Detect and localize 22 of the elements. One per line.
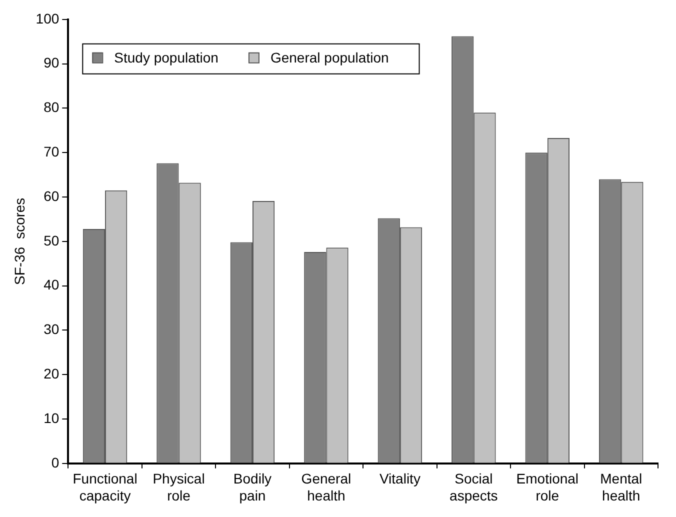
y-tick-label: 40 <box>44 276 60 293</box>
y-tick-label: 70 <box>44 143 60 160</box>
y-tick-label: 100 <box>36 10 60 26</box>
x-tick-label: Vitality <box>379 470 420 487</box>
legend-label: Study population <box>114 49 218 66</box>
y-tick-label: 0 <box>51 454 60 470</box>
x-tick-label: Social aspects <box>450 470 498 504</box>
legend-label: General population <box>270 49 389 66</box>
x-tick-label: Physical role <box>152 470 205 504</box>
y-tick-label: 50 <box>44 232 60 248</box>
x-tick-label: Mental health <box>600 470 642 504</box>
y-tick-label: 90 <box>44 54 60 71</box>
x-tick-label: Emotional role <box>516 470 579 504</box>
x-tick-label: Functional capacity <box>72 470 138 504</box>
y-axis-title: SF-36 scores <box>11 198 28 285</box>
x-tick-label: Bodily pain <box>233 470 272 504</box>
y-tick-label: 30 <box>44 321 60 338</box>
x-tick-label: General health <box>301 470 352 504</box>
y-tick-label: 80 <box>44 99 60 116</box>
y-tick-label: 60 <box>44 188 60 204</box>
y-tick-label: 10 <box>44 410 60 426</box>
y-tick-label: 20 <box>44 365 60 382</box>
